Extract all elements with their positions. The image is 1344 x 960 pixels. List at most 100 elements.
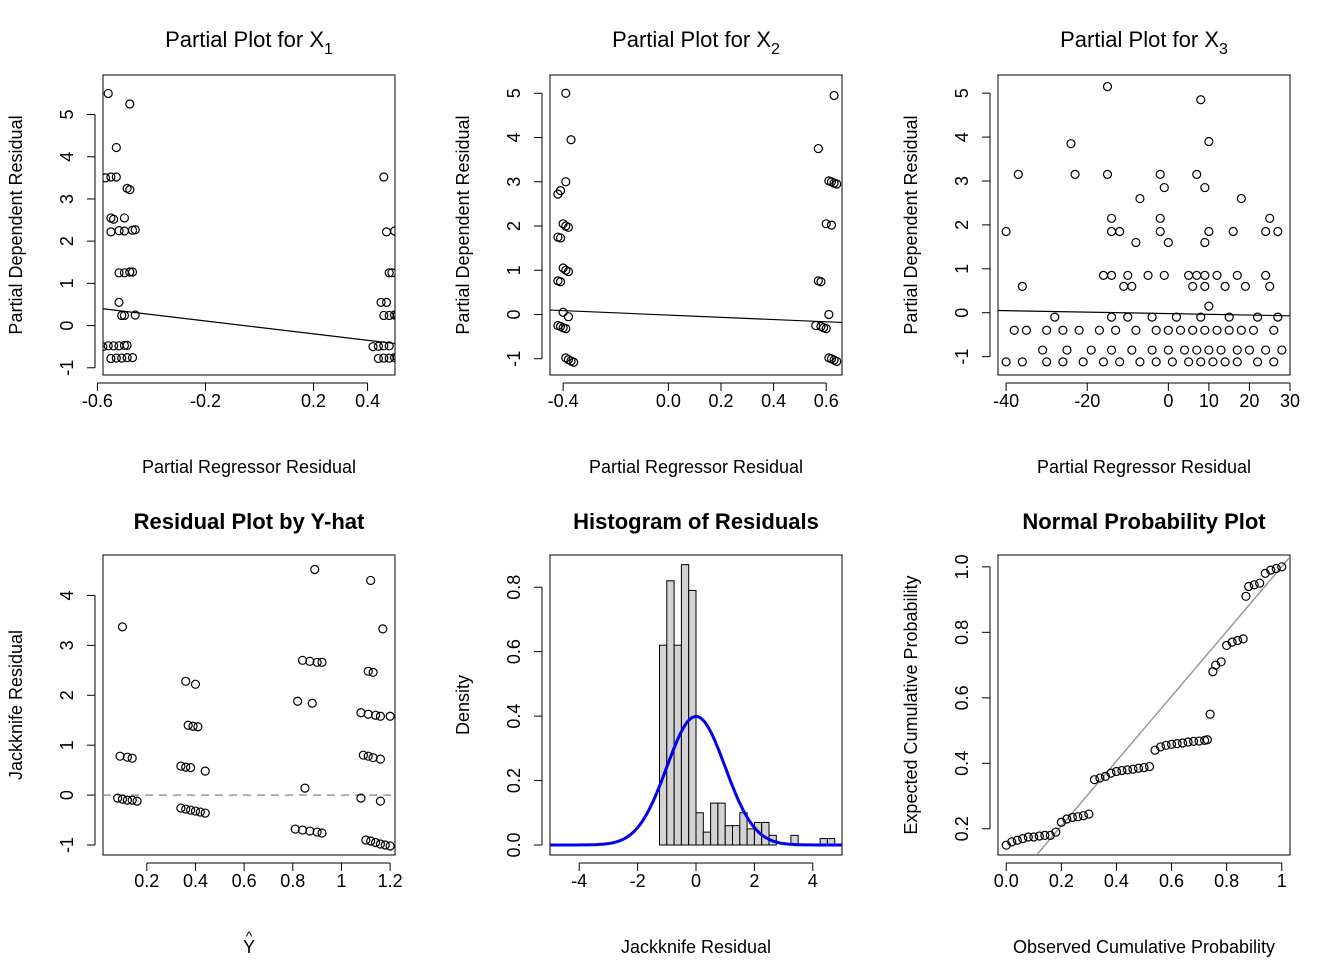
data-point (1007, 837, 1017, 847)
x-tick-label: 0.6 (814, 391, 839, 411)
data-point (392, 311, 395, 320)
data-point (1200, 281, 1210, 291)
data-point (1161, 740, 1171, 750)
y-tick-label: 0.2 (952, 816, 972, 841)
data-point (816, 277, 826, 287)
data-point (1155, 169, 1165, 180)
data-point (111, 142, 121, 153)
plot-frame (997, 554, 1291, 856)
data-point (122, 353, 132, 363)
x-tick-label: 0.0 (994, 871, 1019, 891)
x-tick-label: -0.4 (548, 391, 579, 411)
data-point (826, 220, 837, 230)
data-point (119, 226, 130, 236)
data-point (130, 310, 140, 320)
data-point (356, 793, 366, 803)
x-tick-label: 0 (691, 871, 701, 891)
data-point (368, 753, 378, 763)
x-axis: 0.2 0.4 0.6 0.8 1 1.2 (134, 862, 403, 891)
data-point (1084, 809, 1094, 819)
data-point (106, 172, 116, 182)
data-point (1255, 578, 1265, 588)
data-point (1240, 281, 1250, 291)
data-point (358, 750, 368, 760)
data-point (293, 696, 303, 706)
data-point (1232, 345, 1242, 355)
data-point (1265, 213, 1275, 223)
data-point (373, 341, 383, 351)
data-point (1155, 213, 1165, 223)
data-point (1078, 811, 1088, 821)
data-point (1269, 325, 1279, 335)
histogram-bar (702, 831, 712, 846)
data-point (1163, 345, 1173, 355)
x-tick-label: 0 (1163, 391, 1173, 411)
data-point (1070, 169, 1080, 180)
data-point (1021, 325, 1031, 335)
data-point (1273, 226, 1283, 237)
chart-title: Partial Plot for X2 (612, 27, 780, 58)
data-point (563, 222, 574, 232)
data-point (1111, 766, 1122, 777)
data-point (300, 783, 310, 793)
x-tick-label: 4 (808, 871, 818, 891)
data-point (1252, 357, 1263, 367)
data-point (1102, 81, 1113, 92)
data-point (119, 213, 130, 223)
data-point (1123, 270, 1133, 280)
data-point (1159, 182, 1169, 193)
data-point (106, 353, 116, 364)
data-point (558, 307, 568, 317)
data-point (384, 341, 394, 351)
y-tick-label: 1 (57, 740, 77, 750)
data-point (307, 698, 317, 708)
data-point (1042, 357, 1052, 367)
x-tick-label: 30 (1280, 391, 1300, 411)
x-axis: -0.4 0.0 0.2 0.4 0.6 (548, 382, 839, 411)
plot-marks (998, 81, 1290, 367)
plot-marks (103, 564, 395, 851)
data-point (1089, 775, 1100, 785)
data-point (1122, 765, 1133, 775)
data-point (381, 227, 392, 237)
histogram-bar (724, 825, 734, 846)
data-point (1216, 657, 1226, 667)
data-point (1216, 345, 1226, 355)
data-point (561, 353, 571, 363)
data-point (127, 267, 138, 277)
x-tick-label: -2 (630, 871, 646, 891)
data-point (103, 341, 113, 351)
data-point (569, 357, 579, 367)
data-point (1058, 357, 1068, 367)
data-point (1001, 226, 1011, 237)
data-point (1086, 345, 1096, 355)
data-point (103, 173, 111, 183)
data-point (1155, 226, 1165, 237)
x-tick-label: -20 (1074, 391, 1100, 411)
y-tick-label: 0 (952, 308, 972, 318)
data-point (385, 711, 395, 721)
x-axis-label: Partial Regressor Residual (589, 457, 803, 477)
data-point (200, 808, 210, 818)
y-tick-label: -1 (952, 349, 972, 365)
histogram-bar (746, 828, 755, 846)
y-axis: -1 0 1 2 3 4 5 (504, 88, 543, 367)
data-point (117, 310, 127, 321)
histogram-bar (761, 821, 770, 846)
data-point (1204, 226, 1214, 237)
data-point (563, 266, 574, 277)
data-point (1167, 357, 1177, 367)
data-point (1111, 325, 1121, 335)
data-point (1051, 827, 1061, 837)
data-point (366, 575, 376, 586)
data-point (193, 722, 203, 732)
x-tick-label: 1.2 (378, 871, 403, 891)
chart-title-text: Normal Probability Plot (1022, 509, 1266, 534)
y-tick-label: 3 (952, 176, 972, 186)
x-tick-label: 20 (1239, 391, 1259, 411)
data-point (188, 721, 198, 731)
data-point (186, 763, 196, 773)
y-axis: -1 0 1 2 3 4 (57, 590, 96, 853)
data-point (127, 795, 137, 805)
data-point (1220, 357, 1230, 367)
